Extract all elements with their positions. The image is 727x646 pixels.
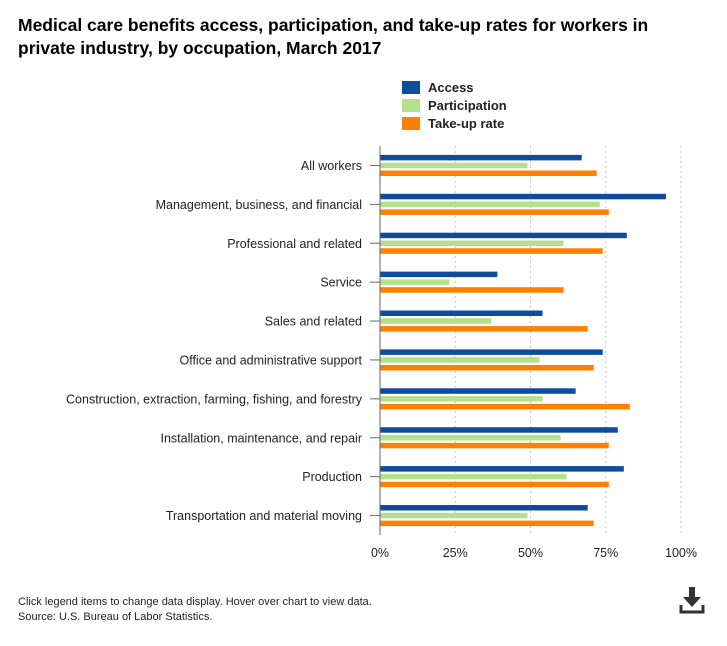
footer-instructions: Click legend items to change data displa… — [18, 596, 372, 608]
legend-label-take-up-rate: Take-up rate — [428, 115, 505, 131]
bar-access[interactable] — [380, 271, 498, 278]
bar-take-up-rate[interactable] — [380, 481, 609, 488]
bar-participation[interactable] — [380, 357, 540, 363]
bar-participation[interactable] — [380, 240, 564, 247]
legend-label-participation: Participation — [428, 97, 507, 113]
legend-swatch-participation — [402, 98, 420, 112]
bar-participation[interactable] — [380, 435, 561, 441]
category-label: Sales and related — [265, 315, 362, 329]
bar-participation[interactable] — [380, 318, 492, 324]
category-label: Transportation and material moving — [166, 509, 362, 523]
bar-access[interactable] — [380, 388, 576, 394]
x-tick-label: 50% — [518, 546, 543, 560]
bar-access[interactable] — [380, 349, 603, 355]
bar-take-up-rate[interactable] — [380, 170, 597, 177]
category-label: Installation, maintenance, and repair — [160, 431, 362, 445]
bar-access[interactable] — [380, 466, 624, 472]
x-tick-label: 25% — [443, 546, 468, 560]
bar-take-up-rate[interactable] — [380, 520, 594, 527]
category-label: All workers — [301, 159, 362, 173]
legend-swatch-access — [402, 80, 420, 94]
bar-take-up-rate[interactable] — [380, 365, 594, 371]
bar-access[interactable] — [380, 505, 588, 511]
bar-take-up-rate[interactable] — [380, 403, 630, 410]
bar-access[interactable] — [380, 232, 627, 239]
bar-access[interactable] — [380, 193, 666, 200]
bar-take-up-rate[interactable] — [380, 209, 609, 215]
category-label: Production — [302, 470, 362, 484]
bar-access[interactable] — [380, 427, 618, 433]
legend-swatch-take-up-rate — [402, 116, 420, 130]
bar-access[interactable] — [380, 310, 543, 317]
legend-item-take-up-rate[interactable]: Take-up rate — [402, 114, 507, 132]
x-tick-label: 0% — [371, 546, 389, 560]
footer-source: Source: U.S. Bureau of Labor Statistics. — [18, 611, 213, 623]
chart-footer: Click legend items to change data displa… — [18, 595, 372, 625]
legend-label-access: Access — [428, 79, 474, 95]
bar-take-up-rate[interactable] — [380, 287, 564, 293]
category-label: Service — [320, 276, 362, 290]
bar-participation[interactable] — [380, 201, 600, 208]
download-icon[interactable] — [678, 585, 706, 615]
category-label: Professional and related — [227, 237, 362, 251]
x-tick-label: 100% — [665, 546, 697, 560]
bar-access[interactable] — [380, 154, 582, 161]
bar-participation[interactable] — [380, 162, 528, 169]
category-label: Construction, extraction, farming, fishi… — [66, 392, 363, 406]
bar-participation[interactable] — [380, 473, 567, 480]
bar-participation[interactable] — [380, 279, 450, 285]
x-tick-label: 75% — [593, 546, 618, 560]
legend-item-participation[interactable]: Participation — [402, 96, 507, 114]
legend-item-access[interactable]: Access — [402, 78, 507, 96]
category-label: Management, business, and financial — [156, 198, 362, 212]
bar-participation[interactable] — [380, 396, 543, 402]
bar-participation[interactable] — [380, 512, 528, 519]
chart-legend: Access Participation Take-up rate — [402, 78, 507, 132]
bar-take-up-rate[interactable] — [380, 326, 588, 332]
bar-take-up-rate[interactable] — [380, 442, 609, 449]
bar-take-up-rate[interactable] — [380, 248, 603, 254]
category-label: Office and administrative support — [179, 353, 362, 367]
chart-title: Medical care benefits access, participat… — [18, 15, 649, 58]
bar-chart[interactable]: All workers Management, business, and fin… — [0, 0, 727, 580]
